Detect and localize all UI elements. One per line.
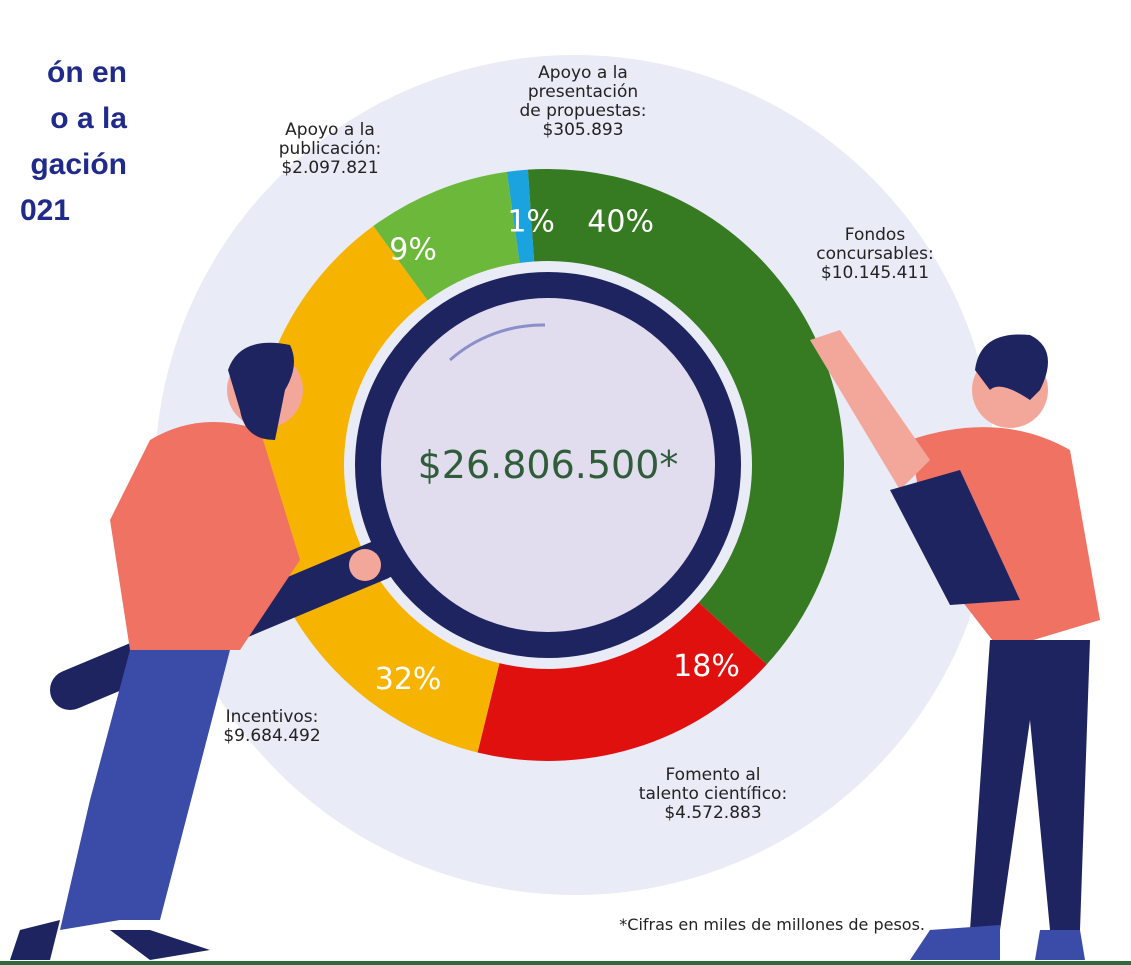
donut-segment: [477, 601, 767, 761]
percent-label: 32%: [375, 662, 442, 697]
segment-name: talento científico:: [639, 784, 787, 804]
magnifier-lens: [355, 272, 741, 658]
segment-name: Apoyo a la: [285, 120, 375, 140]
bottom-bar: [0, 961, 1131, 965]
left-person: [10, 342, 381, 960]
total-label: $26.806.500*: [418, 443, 679, 487]
segment-name: Fondos: [845, 225, 906, 245]
segment-value: $4.572.883: [664, 803, 761, 823]
donut-segment: [527, 169, 844, 665]
percent-label: 18%: [673, 649, 740, 684]
segment-value: $2.097.821: [281, 158, 378, 178]
segment-name: presentación: [528, 82, 638, 102]
right-person: [810, 330, 1100, 960]
segment-name: Fomento al: [666, 765, 761, 785]
donut: [252, 169, 844, 761]
segment-label: Apoyo a la presentación de propuestas: $305…: [519, 63, 646, 140]
segment-name: Incentivos:: [226, 707, 319, 727]
segment-label: Fomento al talento científico: $4.572.883: [639, 765, 787, 823]
donut-segment: [373, 171, 521, 301]
lens-glare: [449, 323, 546, 362]
segment-label: Apoyo a la publicación: $2.097.821: [279, 120, 382, 178]
donut-segment: [506, 169, 535, 264]
footnote: *Cifras en miles de millones de pesos.: [619, 915, 925, 934]
percent-label: 40%: [587, 205, 654, 240]
donut-segment: [252, 226, 501, 753]
title-line: o a la: [50, 102, 127, 135]
segment-value: $305.893: [542, 120, 623, 140]
labels: 1%Apoyo a la presentación de propuestas: $3…: [223, 63, 933, 823]
percent-label: 9%: [389, 233, 437, 268]
segment-label: Fondos concursables: $10.145.411: [816, 225, 933, 283]
segment-name: concursables:: [816, 244, 933, 264]
title-line: 021: [20, 194, 70, 227]
segment-name: Apoyo a la: [538, 63, 628, 83]
segment-name: publicación:: [279, 139, 382, 159]
segment-name: de propuestas:: [519, 101, 646, 121]
title-line: gación: [30, 148, 127, 181]
segment-value: $9.684.492: [223, 726, 320, 746]
segment-label: Incentivos: $9.684.492: [223, 707, 320, 746]
segment-value: $10.145.411: [821, 263, 929, 283]
title-line: ón en: [47, 56, 127, 89]
percent-label: 1%: [507, 205, 555, 240]
